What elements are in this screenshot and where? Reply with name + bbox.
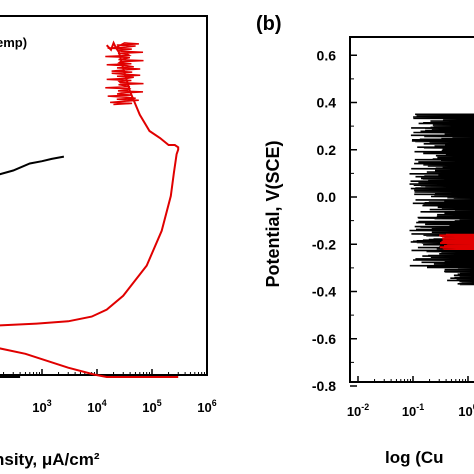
right-y-tick-label: 0.4 [317,95,337,111]
right-x-tick-label: 10-1 [402,402,424,419]
left-plot-frame [0,15,208,376]
right-y-tick-label: -0.8 [312,378,336,394]
right-y-tick-label: -0.2 [312,236,336,252]
left-chart-panel: 103 104 105 106 emp) nsity, μA/cm² [0,15,217,469]
right-y-axis-title: Potential, V(SCE) [263,140,283,287]
left-x-tick-label: 106 [197,398,216,415]
right-chart-panel: (b) 0.6 0.4 0.2 0.0 -0.2 -0.4 -0.6 -0.8 10-2 10-1 1… [256,13,474,467]
left-x-tick-label: 105 [142,398,161,415]
right-y-tick-label: 0.6 [317,47,337,63]
right-y-tick-label: -0.6 [312,331,336,347]
right-y-tick-label: 0.0 [317,189,337,205]
left-series-line-3 [0,376,21,378]
right-series-red-scan [439,233,474,250]
left-red-noise [105,42,144,106]
left-legend-fragment: emp) [0,35,27,50]
right-plot-frame [349,36,474,383]
left-x-axis-title: nsity, μA/cm² [0,450,100,469]
panel-label-b: (b) [256,13,282,35]
left-series-line-1 [0,347,179,378]
left-x-tick-label: 103 [32,398,51,415]
left-x-tick-label: 104 [87,398,106,415]
right-series-black-scan [409,113,474,286]
right-x-tick-label: 100 [458,402,474,419]
right-x-tick-label: 10-2 [347,402,369,419]
left-series-line-2 [0,155,65,176]
right-y-tick-label: -0.4 [312,284,336,300]
right-x-axis-title: log (Cu [385,448,444,467]
left-series-line-0 [0,40,180,327]
right-y-tick-label: 0.2 [317,142,337,158]
